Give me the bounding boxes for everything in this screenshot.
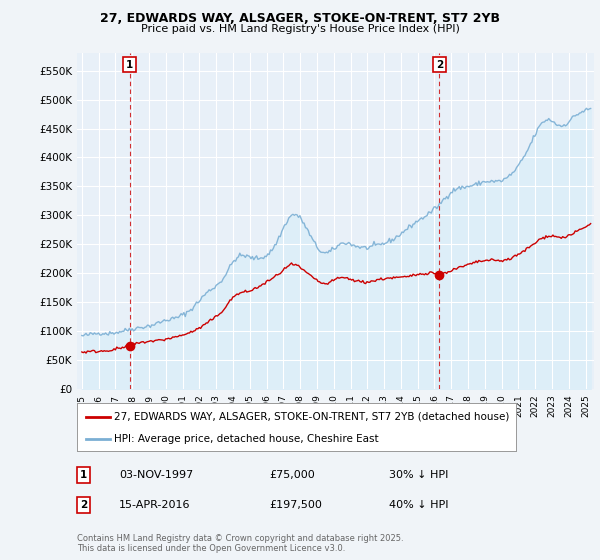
Text: Contains HM Land Registry data © Crown copyright and database right 2025.
This d: Contains HM Land Registry data © Crown c…: [77, 534, 403, 553]
Text: HPI: Average price, detached house, Cheshire East: HPI: Average price, detached house, Ches…: [114, 434, 379, 444]
Text: 03-NOV-1997: 03-NOV-1997: [119, 470, 193, 480]
Text: 40% ↓ HPI: 40% ↓ HPI: [389, 500, 448, 510]
Text: 1: 1: [80, 470, 87, 480]
Text: Price paid vs. HM Land Registry's House Price Index (HPI): Price paid vs. HM Land Registry's House …: [140, 24, 460, 34]
Text: £75,000: £75,000: [269, 470, 314, 480]
Text: 1: 1: [126, 60, 133, 70]
Text: £197,500: £197,500: [269, 500, 322, 510]
Text: 2: 2: [436, 60, 443, 70]
Text: 2: 2: [80, 500, 87, 510]
Text: 15-APR-2016: 15-APR-2016: [119, 500, 190, 510]
Text: 27, EDWARDS WAY, ALSAGER, STOKE-ON-TRENT, ST7 2YB (detached house): 27, EDWARDS WAY, ALSAGER, STOKE-ON-TRENT…: [114, 412, 509, 422]
Text: 30% ↓ HPI: 30% ↓ HPI: [389, 470, 448, 480]
Text: 27, EDWARDS WAY, ALSAGER, STOKE-ON-TRENT, ST7 2YB: 27, EDWARDS WAY, ALSAGER, STOKE-ON-TRENT…: [100, 12, 500, 25]
